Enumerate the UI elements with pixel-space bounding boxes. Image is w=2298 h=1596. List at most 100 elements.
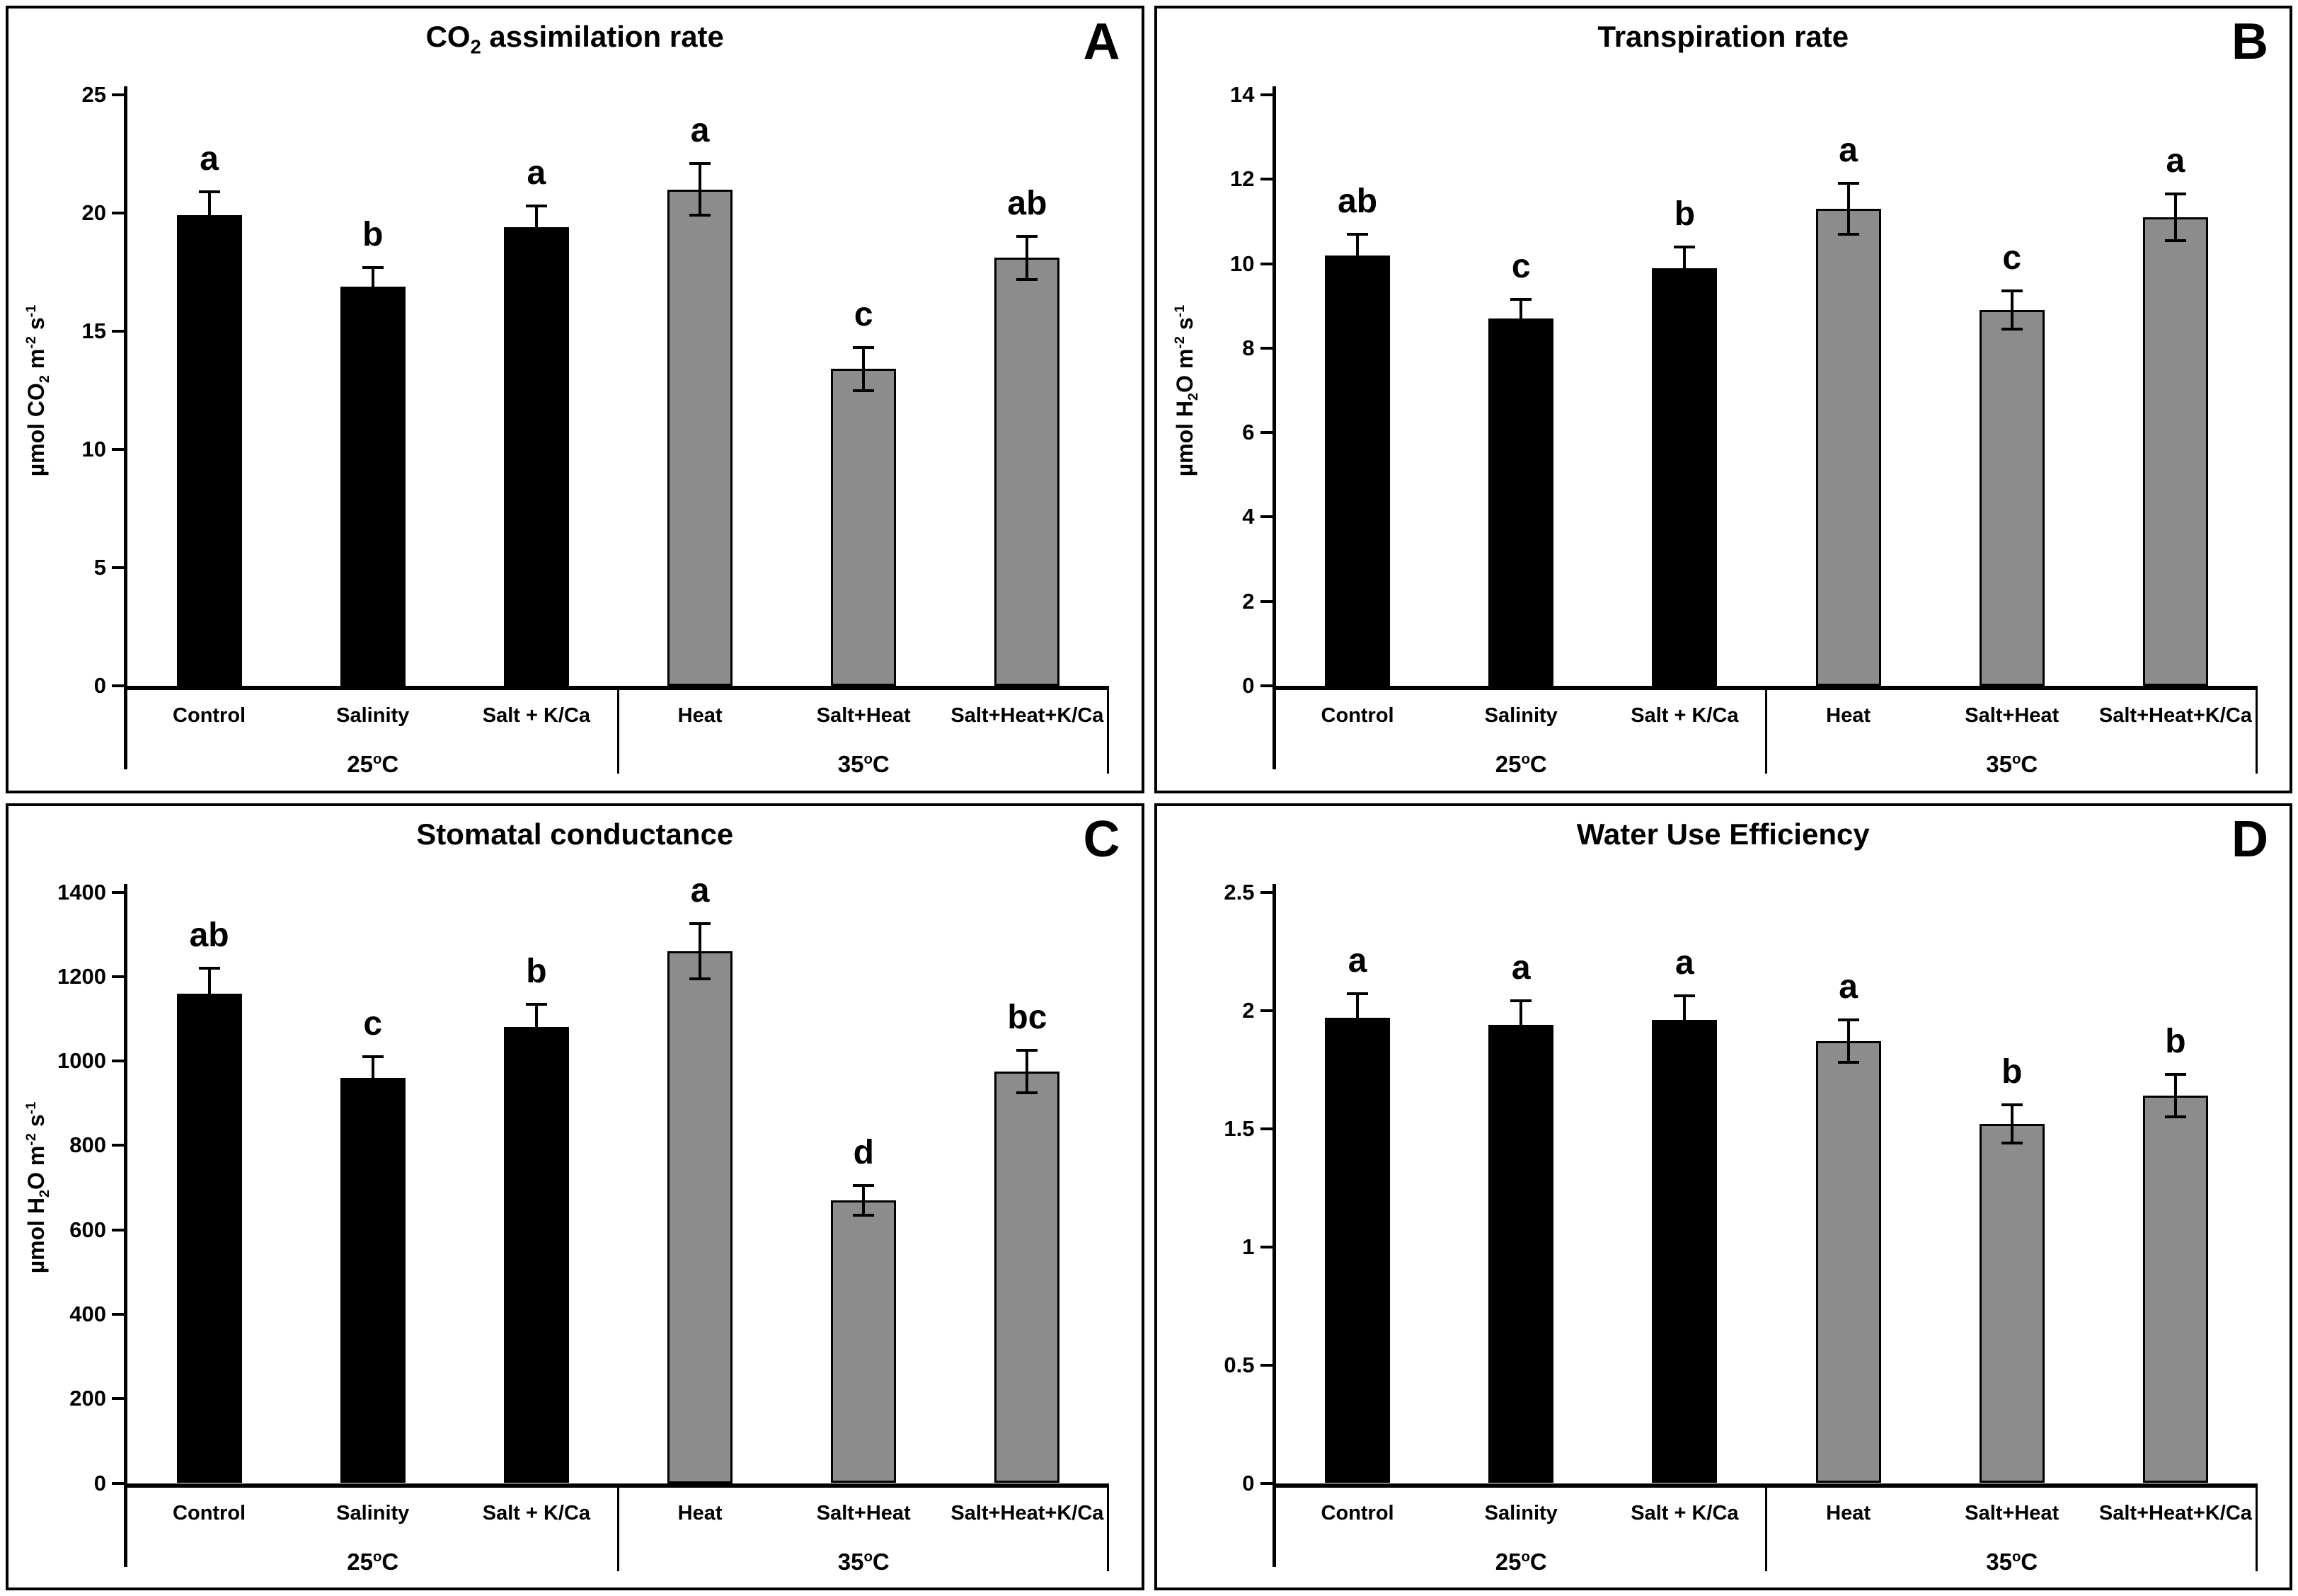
y-tick-6 — [1260, 431, 1272, 435]
y-tick-label-1200: 1200 — [57, 963, 106, 989]
error-cap-bottom-heat — [689, 977, 711, 980]
y-tick-label-4: 4 — [1242, 504, 1255, 529]
y-tick-label-1000: 1000 — [57, 1048, 106, 1074]
bar-control — [1325, 1017, 1391, 1483]
x-label-salt-heat: Salt+Heat — [816, 704, 911, 727]
sig-letter-salt-heat-k-ca: a — [2166, 142, 2185, 180]
bar-salt-k-ca — [503, 1027, 569, 1483]
category-band-divider-right — [1107, 1487, 1109, 1571]
error-cap-top-salt-heat — [853, 1184, 875, 1188]
y-tick-label-0: 0 — [1242, 1470, 1255, 1495]
y-tick-15 — [112, 330, 124, 333]
sig-letter-salt-heat: c — [2002, 239, 2022, 277]
group-label-35c: 35oC — [1986, 1548, 2038, 1575]
x-label-heat: Heat — [677, 704, 723, 727]
y-tick-14 — [1260, 93, 1272, 96]
error-cap-bottom-salt-heat — [853, 389, 875, 392]
error-cap-bottom-salinity — [362, 304, 384, 307]
x-label-salt-k-ca: Salt + K/Ca — [482, 704, 591, 727]
bar-salt-heat-k-ca — [2142, 217, 2208, 686]
bar-salt-k-ca — [1652, 1019, 1718, 1483]
x-label-salt-heat: Salt+Heat — [816, 1501, 911, 1525]
y-tick-label-20: 20 — [81, 200, 106, 225]
bar-heat — [1815, 1040, 1881, 1483]
group-label-35c: 35oC — [837, 751, 890, 777]
bar-salinity — [1488, 1024, 1554, 1483]
error-cap-bottom-salinity — [362, 1097, 384, 1101]
y-tick-label-1-5: 1.5 — [1224, 1115, 1255, 1141]
error-cap-top-salinity — [1510, 298, 1532, 302]
y-tick-label-10: 10 — [81, 437, 106, 461]
category-band-divider-right — [2255, 1487, 2258, 1571]
x-axis — [124, 686, 1109, 690]
y-tick-label-800: 800 — [69, 1132, 106, 1158]
x-label-salt-heat: Salt+Heat — [1965, 1501, 2059, 1525]
y-tick-label-2: 2 — [1242, 588, 1255, 614]
panel-letter: D — [2231, 810, 2268, 868]
bar-salinity — [340, 1077, 406, 1483]
x-label-control: Control — [173, 1501, 246, 1525]
y-tick-0 — [1260, 684, 1272, 687]
sig-letter-salt-k-ca: b — [526, 952, 547, 990]
group-label-35c: 35oC — [1986, 751, 2038, 777]
error-cap-bottom-salt-k-ca — [525, 247, 547, 251]
panel-letter: A — [1083, 13, 1120, 70]
error-bar-salt-heat — [862, 348, 866, 391]
y-tick-25 — [112, 93, 124, 96]
y-tick-1400 — [112, 890, 124, 894]
bar-salt-k-ca — [503, 227, 569, 686]
error-cap-bottom-heat — [1837, 232, 1859, 236]
x-label-control: Control — [1321, 704, 1394, 727]
bar-salt-k-ca — [1652, 268, 1718, 686]
sig-letter-salt-heat: d — [853, 1134, 874, 1172]
error-cap-top-heat — [689, 922, 711, 926]
bar-heat — [667, 189, 733, 686]
y-axis-label: µmol H2O m-2 s-1 — [23, 1101, 53, 1274]
error-bar-salinity — [1519, 1001, 1523, 1048]
sig-letter-salt-k-ca: a — [1675, 944, 1694, 982]
sig-letter-salt-heat-k-ca: ab — [1007, 185, 1047, 223]
x-label-heat: Heat — [1826, 704, 1871, 727]
error-cap-top-salt-k-ca — [1674, 245, 1696, 248]
y-tick-label-1400: 1400 — [57, 879, 106, 905]
group-label-25c: 25oC — [347, 751, 399, 777]
error-bar-salt-heat-k-ca — [1026, 1050, 1029, 1093]
y-tick-12 — [1260, 178, 1272, 181]
group-label-25c: 25oC — [1495, 751, 1547, 777]
error-bar-salinity — [371, 267, 374, 306]
group-label-35c: 35oC — [837, 1548, 890, 1575]
x-label-salt-heat-k-ca: Salt+Heat+K/Ca — [950, 704, 1104, 727]
bar-salt-heat — [1979, 1123, 2045, 1483]
x-label-salt-heat-k-ca: Salt+Heat+K/Ca — [950, 1501, 1104, 1525]
x-label-salt-k-ca: Salt + K/Ca — [482, 1501, 591, 1525]
error-cap-top-control — [1347, 992, 1369, 996]
x-label-salt-heat-k-ca: Salt+Heat+K/Ca — [2098, 1501, 2252, 1525]
y-axis — [1272, 86, 1276, 769]
x-label-salinity: Salinity — [336, 1501, 410, 1525]
sig-letter-salt-k-ca: a — [527, 154, 546, 192]
bar-heat — [667, 951, 733, 1483]
sig-letter-heat: a — [1839, 132, 1858, 170]
y-tick-label-10: 10 — [1230, 251, 1255, 276]
bar-salt-heat — [831, 369, 897, 686]
bar-salt-heat — [831, 1200, 897, 1483]
error-bar-heat — [1846, 1019, 1850, 1062]
bar-salt-heat-k-ca — [994, 1071, 1060, 1483]
error-bar-salt-heat — [2010, 291, 2013, 329]
y-tick-0 — [112, 1481, 124, 1485]
error-cap-top-salinity — [1510, 999, 1532, 1003]
y-tick-label-2: 2 — [1242, 997, 1255, 1023]
sig-letter-heat: a — [690, 111, 710, 149]
error-cap-bottom-salt-k-ca — [1674, 1042, 1696, 1045]
error-cap-bottom-salt-heat — [2001, 328, 2023, 331]
bar-heat — [1815, 209, 1881, 686]
error-cap-top-salt-heat-k-ca — [1016, 235, 1038, 239]
error-cap-top-salt-heat — [853, 346, 875, 350]
error-cap-bottom-salt-heat — [2001, 1141, 2023, 1144]
sig-letter-salinity: c — [363, 1005, 383, 1043]
y-tick-0 — [1260, 1481, 1272, 1485]
y-tick-label-0: 0 — [93, 1470, 106, 1495]
error-cap-bottom-control — [1347, 275, 1369, 278]
error-cap-top-salinity — [362, 265, 384, 269]
panel-b: Transpiration rate B µmol H2O m-2 s-1 0 2… — [1154, 6, 2292, 793]
